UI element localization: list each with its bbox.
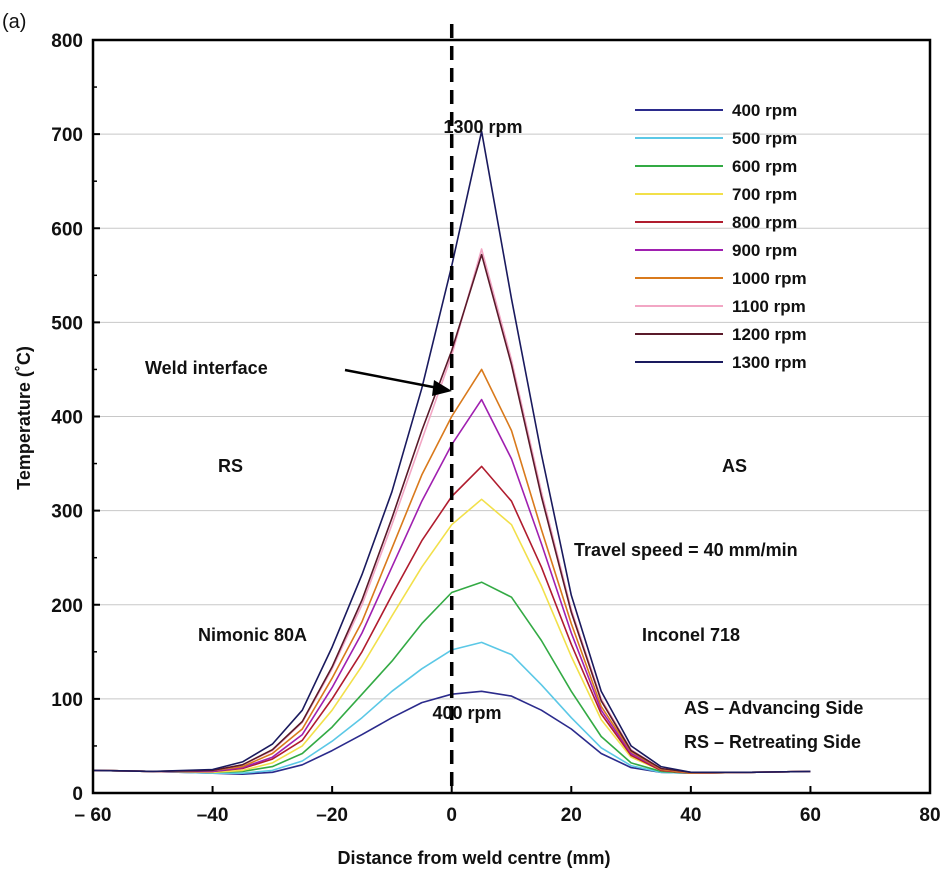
legend-entry: 900 rpm: [732, 241, 797, 260]
legend-entry: 400 rpm: [732, 101, 797, 120]
y-tick-label: 500: [51, 313, 83, 334]
series-line-1200-rpm: [92, 253, 811, 774]
x-tick-label: 60: [800, 805, 821, 826]
rs-label: RS: [218, 456, 243, 476]
series-line-600-rpm: [92, 581, 811, 775]
y-axis-label: Temperature (˚C): [14, 346, 34, 490]
axes: [91, 38, 932, 795]
y-tick-label: 200: [51, 596, 83, 617]
bottom-series-label: 400 rpm: [432, 703, 501, 723]
x-tick-labels: – 60 –40 –20 0 20 40 60 80: [75, 805, 941, 826]
legend-entry: 1000 rpm: [732, 269, 807, 288]
travel-speed-label: Travel speed = 40 mm/min: [574, 540, 798, 560]
y-tick-label: 0: [72, 784, 83, 805]
weld-interface-label: Weld interface: [145, 358, 268, 378]
legend-entry: 800 rpm: [732, 213, 797, 232]
left-material-label: Nimonic 80A: [198, 625, 307, 645]
y-tick-label: 400: [51, 408, 83, 429]
x-tick-label: 20: [561, 805, 582, 826]
legend-entry: 1200 rpm: [732, 325, 807, 344]
legend: 400 rpm 500 rpm 600 rpm 700 rpm 800 rpm 900 r…: [635, 101, 807, 372]
legend-entry: 500 rpm: [732, 129, 797, 148]
legend-entry: 1100 rpm: [732, 297, 806, 316]
y-tick-label: 700: [51, 125, 83, 146]
as-definition: AS – Advancing Side: [684, 698, 863, 718]
x-tick-label: 80: [919, 805, 940, 826]
rs-definition: RS – Retreating Side: [684, 732, 861, 752]
y-tick-label: 600: [51, 219, 83, 240]
gridlines: [93, 133, 930, 700]
legend-entry: 600 rpm: [732, 157, 797, 176]
series-line-1000-rpm: [92, 368, 811, 775]
y-tick-label: 300: [51, 502, 83, 523]
x-axis-label: Distance from weld centre (mm): [337, 848, 610, 868]
x-tick-label: 40: [680, 805, 701, 826]
y-tick-labels: 0 100 200 300 400 500 600 700 800: [51, 31, 83, 805]
panel-label: (a): [2, 11, 26, 33]
x-tick-label: –20: [316, 805, 348, 826]
y-tick-label: 100: [51, 690, 83, 711]
legend-entry: 700 rpm: [732, 185, 797, 204]
legend-entry: 1300 rpm: [732, 353, 807, 372]
top-series-label: 1300 rpm: [443, 117, 522, 137]
x-tick-label: –40: [197, 805, 229, 826]
y-tick-label: 800: [51, 31, 83, 52]
series-line-1300-rpm: [92, 130, 811, 774]
right-material-label: Inconel 718: [642, 625, 740, 645]
as-label: AS: [722, 456, 747, 476]
x-tick-label: – 60: [75, 805, 112, 826]
weld-interface-arrow: [344, 368, 452, 396]
x-tick-label: 0: [446, 805, 457, 826]
